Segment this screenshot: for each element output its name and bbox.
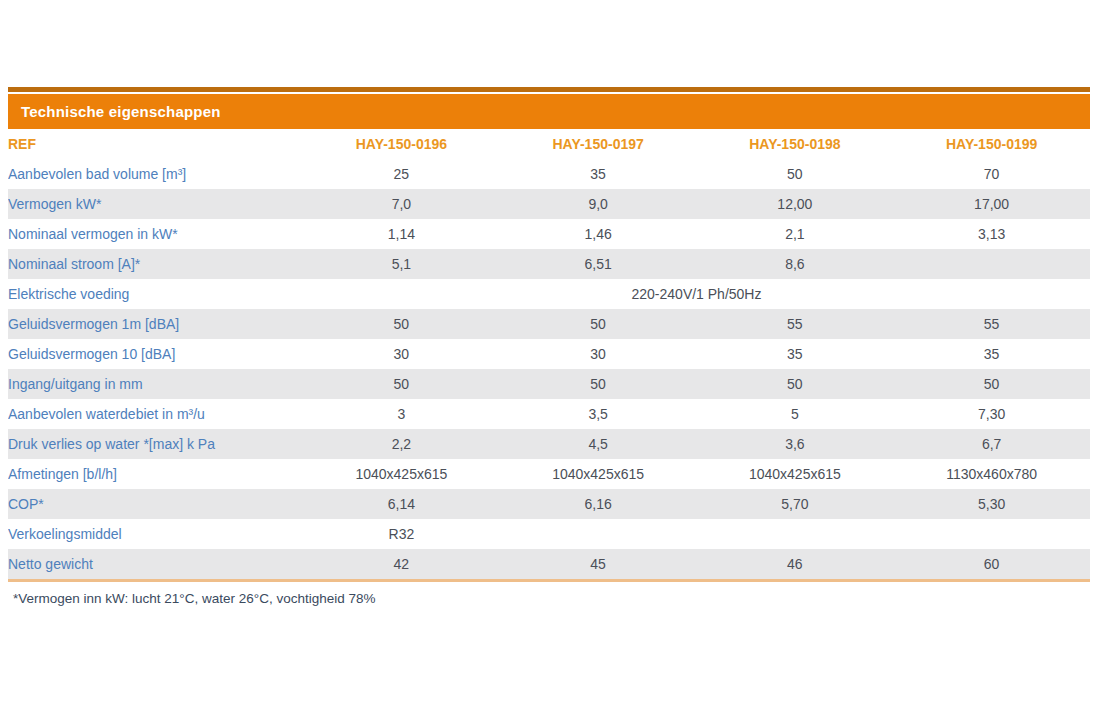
cell-value: 3 — [303, 399, 500, 429]
table-row: Aanbevolen waterdebiet in m³/u33,557,30 — [8, 399, 1090, 429]
cell-value: 6,16 — [500, 489, 697, 519]
cell-value: 60 — [893, 549, 1090, 581]
cell-value: 30 — [303, 339, 500, 369]
table-body: Aanbevolen bad volume [m³]25355070Vermog… — [8, 159, 1090, 581]
cell-value: 8,6 — [697, 249, 894, 279]
cell-value: 50 — [697, 159, 894, 189]
cell-value: 42 — [303, 549, 500, 581]
cell-value — [893, 519, 1090, 549]
row-label: Vermogen kW* — [8, 189, 303, 219]
cell-value: 35 — [500, 159, 697, 189]
table-row: Vermogen kW*7,09,012,0017,00 — [8, 189, 1090, 219]
cell-value: 50 — [303, 309, 500, 339]
table-row: Netto gewicht42454660 — [8, 549, 1090, 581]
cell-value: 1040x425x615 — [500, 459, 697, 489]
cell-value: 5,1 — [303, 249, 500, 279]
cell-value — [893, 249, 1090, 279]
row-label: Aanbevolen bad volume [m³] — [8, 159, 303, 189]
row-label: Ingang/uitgang in mm — [8, 369, 303, 399]
table-title-bar: Technische eigenschappen — [8, 94, 1090, 129]
cell-value: 5,30 — [893, 489, 1090, 519]
cell-value: 4,5 — [500, 429, 697, 459]
table-row: Elektrische voeding220-240V/1 Ph/50Hz — [8, 279, 1090, 309]
row-label: COP* — [8, 489, 303, 519]
table-row: Geluidsvermogen 10 [dBA]30303535 — [8, 339, 1090, 369]
cell-value: 50 — [500, 369, 697, 399]
table-row: VerkoelingsmiddelR32 — [8, 519, 1090, 549]
cell-value: 3,13 — [893, 219, 1090, 249]
cell-value: 12,00 — [697, 189, 894, 219]
table-row: Ingang/uitgang in mm50505050 — [8, 369, 1090, 399]
row-label: Druk verlies op water *[max] k Pa — [8, 429, 303, 459]
table-row: Geluidsvermogen 1m [dBA]50505555 — [8, 309, 1090, 339]
cell-value: 50 — [893, 369, 1090, 399]
cell-value: 2,1 — [697, 219, 894, 249]
cell-value: 6,7 — [893, 429, 1090, 459]
row-label: Afmetingen [b/l/h] — [8, 459, 303, 489]
cell-value-span: 220-240V/1 Ph/50Hz — [303, 279, 1090, 309]
table-row: Aanbevolen bad volume [m³]25355070 — [8, 159, 1090, 189]
cell-value: 50 — [697, 369, 894, 399]
cell-value: 5 — [697, 399, 894, 429]
row-label: Geluidsvermogen 10 [dBA] — [8, 339, 303, 369]
row-label: Aanbevolen waterdebiet in m³/u — [8, 399, 303, 429]
cell-value: 55 — [697, 309, 894, 339]
column-header-row: REF HAY-150-0196HAY-150-0197HAY-150-0198… — [8, 129, 1090, 159]
row-label: Netto gewicht — [8, 549, 303, 581]
ref-header: REF — [8, 129, 303, 159]
cell-value: 2,2 — [303, 429, 500, 459]
cell-value: 17,00 — [893, 189, 1090, 219]
row-label: Elektrische voeding — [8, 279, 303, 309]
cell-value: 3,5 — [500, 399, 697, 429]
cell-value: 35 — [893, 339, 1090, 369]
cell-value: 3,6 — [697, 429, 894, 459]
column-header: HAY-150-0197 — [500, 129, 697, 159]
cell-value: 1,14 — [303, 219, 500, 249]
cell-value: 35 — [697, 339, 894, 369]
cell-value: 6,51 — [500, 249, 697, 279]
column-header: HAY-150-0198 — [697, 129, 894, 159]
cell-value: 7,30 — [893, 399, 1090, 429]
cell-value: 55 — [893, 309, 1090, 339]
table-row: Nominaal vermogen in kW*1,141,462,13,13 — [8, 219, 1090, 249]
cell-value: 6,14 — [303, 489, 500, 519]
cell-value: 50 — [303, 369, 500, 399]
footnote: *Vermogen inn kW: lucht 21°C, water 26°C… — [8, 591, 1090, 606]
cell-value: R32 — [303, 519, 500, 549]
table-row: Nominaal stroom [A]*5,16,518,6 — [8, 249, 1090, 279]
column-header: HAY-150-0199 — [893, 129, 1090, 159]
row-label: Nominaal vermogen in kW* — [8, 219, 303, 249]
table-row: COP*6,146,165,705,30 — [8, 489, 1090, 519]
cell-value: 46 — [697, 549, 894, 581]
cell-value: 7,0 — [303, 189, 500, 219]
row-label: Nominaal stroom [A]* — [8, 249, 303, 279]
cell-value: 1040x425x615 — [303, 459, 500, 489]
table-row: Druk verlies op water *[max] k Pa2,24,53… — [8, 429, 1090, 459]
cell-value: 1130x460x780 — [893, 459, 1090, 489]
cell-value: 50 — [500, 309, 697, 339]
spec-sheet: Technische eigenschappen REF HAY-150-019… — [8, 87, 1090, 606]
table-top-border — [8, 87, 1090, 92]
cell-value: 70 — [893, 159, 1090, 189]
cell-value — [697, 519, 894, 549]
cell-value: 1,46 — [500, 219, 697, 249]
row-label: Geluidsvermogen 1m [dBA] — [8, 309, 303, 339]
column-header: HAY-150-0196 — [303, 129, 500, 159]
spec-table: REF HAY-150-0196HAY-150-0197HAY-150-0198… — [8, 129, 1090, 582]
cell-value: 1040x425x615 — [697, 459, 894, 489]
row-label: Verkoelingsmiddel — [8, 519, 303, 549]
cell-value: 25 — [303, 159, 500, 189]
cell-value: 45 — [500, 549, 697, 581]
cell-value — [500, 519, 697, 549]
cell-value: 5,70 — [697, 489, 894, 519]
table-title: Technische eigenschappen — [21, 103, 221, 120]
table-row: Afmetingen [b/l/h]1040x425x6151040x425x6… — [8, 459, 1090, 489]
cell-value: 30 — [500, 339, 697, 369]
cell-value: 9,0 — [500, 189, 697, 219]
